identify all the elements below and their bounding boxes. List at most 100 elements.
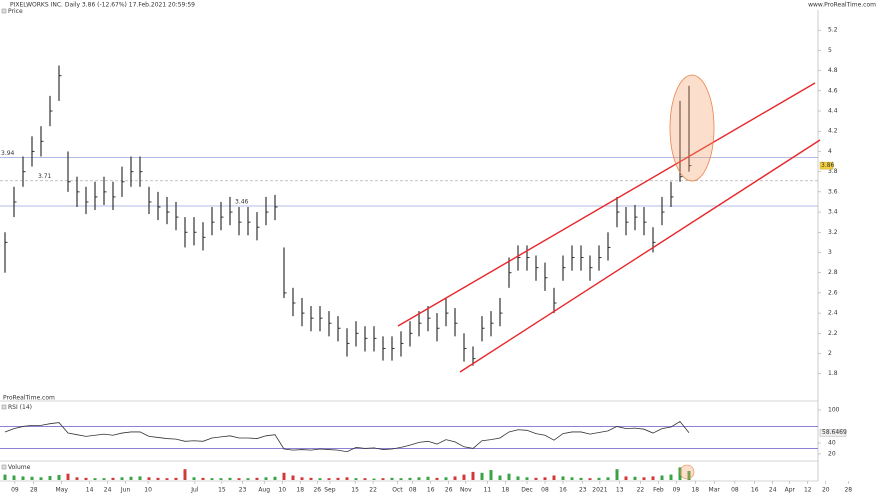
volume-bar <box>453 476 457 480</box>
x-tick-label: Oct <box>392 487 403 494</box>
site-link[interactable]: www.ProRealTime.com <box>808 2 876 9</box>
volume-bar <box>615 469 619 480</box>
x-tick-label: 2021 <box>592 487 607 494</box>
volume-bar <box>273 476 277 480</box>
volume-bar <box>444 477 448 480</box>
level-label: 3.71 <box>38 173 52 180</box>
volume-bar <box>21 476 25 480</box>
volume-bar <box>66 473 70 480</box>
price-bar <box>391 336 395 361</box>
price-bar <box>607 232 611 261</box>
x-tick-label: Jul <box>190 487 199 494</box>
price-bar <box>274 194 278 221</box>
volume-bar <box>660 475 664 480</box>
panel-label: RSI (14) <box>8 404 32 411</box>
x-tick-label: 14 <box>86 487 94 494</box>
volume-bar <box>372 478 376 480</box>
x-tick-label: 10 <box>278 487 286 494</box>
price-badge <box>819 161 834 170</box>
price-bar <box>634 204 638 231</box>
price-bar <box>76 176 80 208</box>
price-bar <box>139 156 143 187</box>
price-bar <box>643 207 647 236</box>
x-tick-label: 15 <box>218 487 226 494</box>
y-tick-label: 100 <box>828 406 840 413</box>
price-bar <box>679 100 683 182</box>
highlight-ellipse <box>679 464 695 480</box>
price-bar <box>301 297 305 327</box>
x-tick-label: Jun <box>120 487 131 494</box>
price-bar <box>265 196 269 226</box>
x-tick-label: 15 <box>351 487 359 494</box>
volume-bar <box>498 475 502 480</box>
y-tick-label: 3 <box>828 249 832 256</box>
volume-bar <box>363 478 367 480</box>
volume-bar <box>102 478 106 480</box>
volume-bar <box>345 477 349 480</box>
x-tick-label: 18 <box>691 487 699 494</box>
volume-bar <box>318 478 322 480</box>
channel-upper <box>397 82 816 327</box>
price-bar <box>112 181 116 211</box>
x-tick-label: Nov <box>460 487 472 494</box>
x-tick-label: 22 <box>637 487 645 494</box>
price-bar <box>319 306 323 332</box>
y-tick-label: 4.6 <box>828 87 838 94</box>
volume-bar <box>507 473 511 480</box>
level-label: 3.94 <box>1 150 15 157</box>
x-tick-label: 22 <box>369 487 377 494</box>
y-tick-label: 3.6 <box>828 188 838 195</box>
price-bar <box>85 186 89 215</box>
volume-bar <box>570 477 574 480</box>
price-bar <box>472 346 476 366</box>
volume-bar <box>480 472 484 480</box>
price-bar <box>598 245 602 271</box>
price-bar <box>166 196 170 225</box>
volume-bar <box>435 477 439 480</box>
price-bar <box>346 328 350 357</box>
x-tick-label: Mar <box>709 487 721 494</box>
price-bar <box>211 207 215 236</box>
price-bar <box>337 316 341 342</box>
y-tick-label: 2 <box>828 350 832 357</box>
x-tick-label: 16 <box>559 487 567 494</box>
volume-bar <box>264 477 268 480</box>
price-bar <box>67 151 71 192</box>
price-bar <box>490 311 494 337</box>
y-tick-label: 5.2 <box>828 27 838 34</box>
price-bar <box>328 311 332 337</box>
x-tick-label: 16 <box>427 487 435 494</box>
price-bar <box>463 333 467 362</box>
y-tick-label: 40 <box>828 439 836 446</box>
price-bar <box>148 186 152 215</box>
x-tick-label: 11 <box>484 487 492 494</box>
volume-bar <box>471 471 475 480</box>
volume-bar <box>633 476 637 480</box>
volume-bar <box>624 476 628 480</box>
value-badge <box>819 428 847 437</box>
chart-title: PIXELWORKS INC. Daily 3.86 (-12.67%) 17.… <box>10 2 195 9</box>
x-tick-label: 18 <box>502 487 510 494</box>
volume-bar <box>651 476 655 480</box>
price-bar <box>418 311 422 337</box>
y-tick-label: 2.6 <box>828 289 838 296</box>
volume-bar <box>669 474 673 480</box>
volume-bar <box>57 474 61 480</box>
x-tick-label: 26 <box>445 487 453 494</box>
y-tick-label: 4.4 <box>828 108 838 115</box>
x-tick-label: 12 <box>804 487 812 494</box>
x-tick-label: 28 <box>30 487 38 494</box>
volume-bar <box>147 477 151 480</box>
volume-bar <box>534 477 538 480</box>
x-tick-label: 08 <box>541 487 549 494</box>
volume-bar <box>219 478 223 480</box>
panel-label: Volume <box>8 464 31 471</box>
price-bar <box>202 222 206 251</box>
volume-bar <box>246 478 250 480</box>
price-bar <box>31 136 35 167</box>
price-bar <box>292 287 296 317</box>
price-bar <box>616 196 620 228</box>
current-price: 3.86 <box>821 162 835 169</box>
price-bar <box>589 255 593 281</box>
volume-bar <box>93 478 97 480</box>
